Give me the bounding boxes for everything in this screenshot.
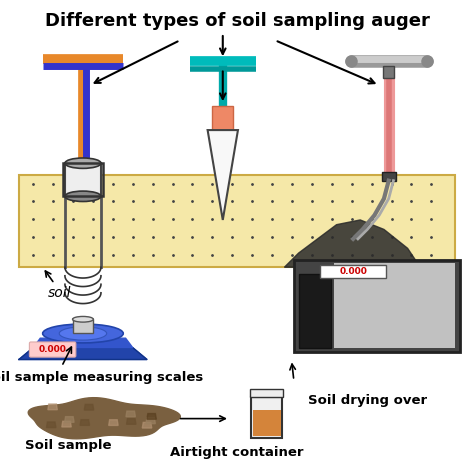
Polygon shape — [284, 220, 417, 267]
Ellipse shape — [43, 324, 123, 343]
Text: 0.000: 0.000 — [339, 267, 367, 276]
Bar — [250, 389, 283, 397]
Polygon shape — [109, 420, 118, 425]
Polygon shape — [126, 411, 136, 417]
Text: 0.000: 0.000 — [39, 345, 66, 354]
Bar — [63, 163, 103, 196]
Text: soil: soil — [47, 286, 71, 300]
Text: Different types of soil sampling auger: Different types of soil sampling auger — [45, 12, 429, 30]
Ellipse shape — [65, 191, 101, 201]
Polygon shape — [80, 420, 90, 425]
Polygon shape — [62, 421, 71, 427]
Text: Soil sample: Soil sample — [26, 439, 112, 452]
Polygon shape — [64, 417, 74, 422]
Bar — [382, 172, 396, 181]
Bar — [253, 410, 281, 436]
Bar — [299, 274, 331, 348]
Polygon shape — [146, 418, 155, 424]
Bar — [212, 106, 233, 130]
Ellipse shape — [65, 158, 101, 168]
Polygon shape — [46, 422, 56, 428]
Ellipse shape — [59, 327, 107, 340]
FancyBboxPatch shape — [29, 342, 76, 357]
Bar — [65, 163, 101, 196]
Bar — [251, 397, 282, 438]
Ellipse shape — [73, 316, 93, 322]
Polygon shape — [84, 404, 94, 410]
Text: Soil sample measuring scales: Soil sample measuring scales — [0, 371, 203, 384]
Bar — [19, 175, 455, 267]
Polygon shape — [127, 419, 136, 424]
Text: Airtight container: Airtight container — [170, 446, 304, 458]
Bar — [294, 260, 460, 352]
Polygon shape — [208, 130, 238, 220]
Polygon shape — [33, 338, 133, 348]
Polygon shape — [19, 348, 147, 359]
Polygon shape — [48, 404, 57, 410]
Polygon shape — [142, 422, 152, 428]
Bar — [334, 263, 455, 348]
Bar — [383, 66, 394, 78]
Bar — [73, 319, 93, 333]
Text: Soil drying over: Soil drying over — [308, 394, 427, 407]
Bar — [334, 263, 455, 348]
Polygon shape — [147, 413, 156, 419]
Bar — [320, 265, 386, 278]
Polygon shape — [28, 398, 180, 439]
